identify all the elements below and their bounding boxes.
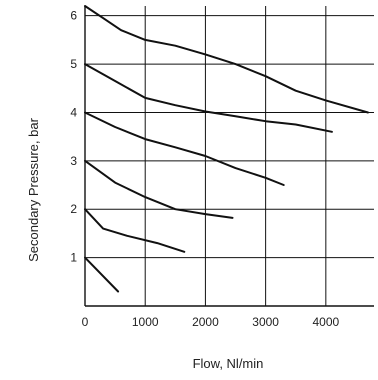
y-axis-label: Secondary Pressure, bar — [26, 117, 41, 261]
x-tick-label-3000: 3000 — [252, 315, 279, 329]
y-tick-label-4: 4 — [70, 105, 77, 119]
y-tick-label-3: 3 — [70, 154, 77, 168]
y-tick-label-5: 5 — [70, 57, 77, 71]
x-tick-label-4000: 4000 — [312, 315, 339, 329]
x-tick-label-0: 0 — [82, 315, 89, 329]
series-layer — [84, 5, 369, 293]
pressure-curve-1 — [84, 5, 369, 114]
tick-label-layer: 1 2 3 4 5 6 0 1000 2000 3000 4000 — [70, 9, 339, 329]
axis-label-layer: Secondary Pressure, bar Flow, Nl/min — [26, 117, 263, 371]
x-tick-label-2000: 2000 — [192, 315, 219, 329]
axis-layer — [84, 6, 374, 307]
grid-layer — [85, 6, 374, 306]
y-tick-label-1: 1 — [70, 251, 77, 265]
y-tick-label-6: 6 — [70, 9, 77, 23]
y-tick-label-2: 2 — [70, 202, 77, 216]
pressure-curve-2 — [84, 63, 333, 133]
pressure-curve-3 — [84, 111, 285, 186]
x-axis-label: Flow, Nl/min — [193, 356, 264, 371]
pressure-curve-6 — [84, 256, 120, 293]
pressure-curve-4 — [84, 159, 234, 219]
pressure-curve-5 — [84, 208, 186, 253]
x-tick-label-1000: 1000 — [132, 315, 159, 329]
